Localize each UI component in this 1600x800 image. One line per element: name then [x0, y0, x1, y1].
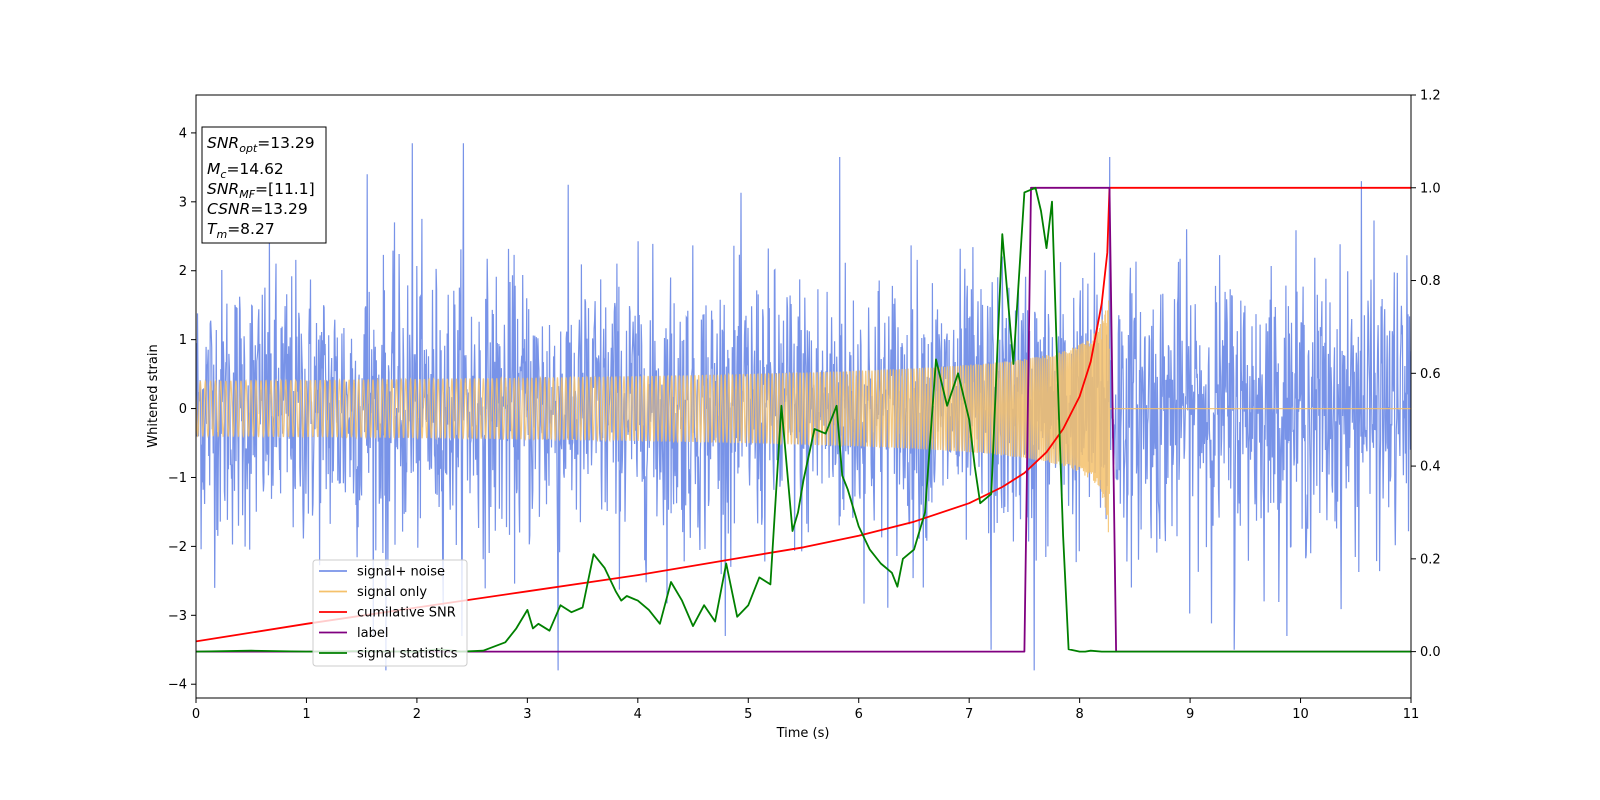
legend-label: signal+ noise [357, 565, 445, 580]
x-tick-label: 9 [1186, 707, 1194, 722]
y-left-tick-label: −4 [168, 678, 187, 693]
info-value: =13.29 [250, 200, 307, 218]
legend-frame [312, 559, 468, 667]
x-tick-label: 10 [1292, 707, 1309, 722]
y-axis-title: Whitened strain [146, 344, 161, 447]
y-axis-left: −4 −3 −2 −1 0 1 2 3 4 [168, 126, 196, 693]
info-subscript: opt [239, 142, 258, 155]
y-left-tick-label: 1 [179, 333, 187, 348]
x-tick-label: 6 [855, 707, 863, 722]
y-left-tick-label: 3 [179, 195, 187, 210]
y-right-tick-label: 0.8 [1420, 274, 1441, 289]
x-tick-label: 11 [1403, 707, 1420, 722]
y-right-tick-label: 1.2 [1420, 89, 1441, 104]
series-line-signal-only [196, 300, 1411, 533]
y-right-tick-label: 0.6 [1420, 367, 1441, 382]
x-tick-label: 7 [965, 707, 973, 722]
legend-label: signal statistics [357, 647, 458, 662]
info-subscript: MF [239, 188, 255, 201]
x-tick-label: 4 [634, 707, 642, 722]
info-line: CSNR=13.29 [207, 200, 308, 218]
y-left-tick-label: 0 [179, 402, 187, 417]
info-symbol: T [207, 220, 218, 238]
legend: signal+ noise signal only cumilative SNR la… [312, 559, 468, 667]
info-box-frame [201, 126, 327, 244]
x-tick-label: 0 [192, 707, 200, 722]
y-left-tick-label: −1 [168, 471, 187, 486]
info-line: Tm=8.27 [207, 220, 275, 241]
y-left-tick-label: −2 [168, 540, 187, 555]
y-left-tick-label: 4 [179, 126, 187, 141]
x-axis: 0 1 2 3 4 5 6 7 8 9 10 11 [192, 698, 1419, 722]
y-right-tick-label: 0.0 [1420, 645, 1441, 660]
x-tick-label: 8 [1075, 707, 1083, 722]
legend-label: cumilative SNR [357, 606, 456, 621]
info-symbol: M [207, 160, 220, 178]
info-line: SNRMF=[11.1] [207, 180, 315, 201]
info-symbol: SNR [207, 134, 239, 152]
x-tick-label: 2 [413, 707, 421, 722]
x-axis-title: Time (s) [776, 726, 830, 741]
info-value: =14.62 [226, 160, 283, 178]
legend-label: label [357, 626, 388, 641]
series-layer [196, 143, 1411, 671]
x-tick-label: 5 [744, 707, 752, 722]
plot-frame [195, 94, 1412, 699]
x-tick-label: 3 [523, 707, 531, 722]
info-symbol: CSNR [207, 200, 250, 218]
series-line-signal-statistics [196, 186, 1411, 653]
info-subscript: m [216, 228, 227, 241]
legend-label: signal only [357, 585, 427, 600]
series-line-cumulative-snr [196, 186, 1411, 643]
y-left-tick-label: −3 [168, 609, 187, 624]
info-value: =[11.1] [255, 180, 315, 198]
info-box: SNRopt=13.29Mc=14.62SNRMF=[11.1]CSNR=13.… [201, 126, 327, 244]
info-subscript: c [220, 168, 226, 181]
info-line: SNRopt=13.29 [207, 134, 315, 155]
y-left-tick-label: 2 [179, 264, 187, 279]
x-tick-label: 1 [302, 707, 310, 722]
series-line-signal-noise [196, 143, 1411, 671]
y-axis-right: 0.0 0.2 0.4 0.6 0.8 1.0 1.2 [1411, 89, 1441, 660]
info-value: =13.29 [257, 134, 314, 152]
info-symbol: SNR [207, 180, 239, 198]
y-right-tick-label: 0.4 [1420, 460, 1441, 475]
y-right-tick-label: 1.0 [1420, 181, 1441, 196]
info-line: Mc=14.62 [207, 160, 284, 181]
y-right-tick-label: 0.2 [1420, 552, 1441, 567]
info-value: =8.27 [227, 220, 275, 238]
